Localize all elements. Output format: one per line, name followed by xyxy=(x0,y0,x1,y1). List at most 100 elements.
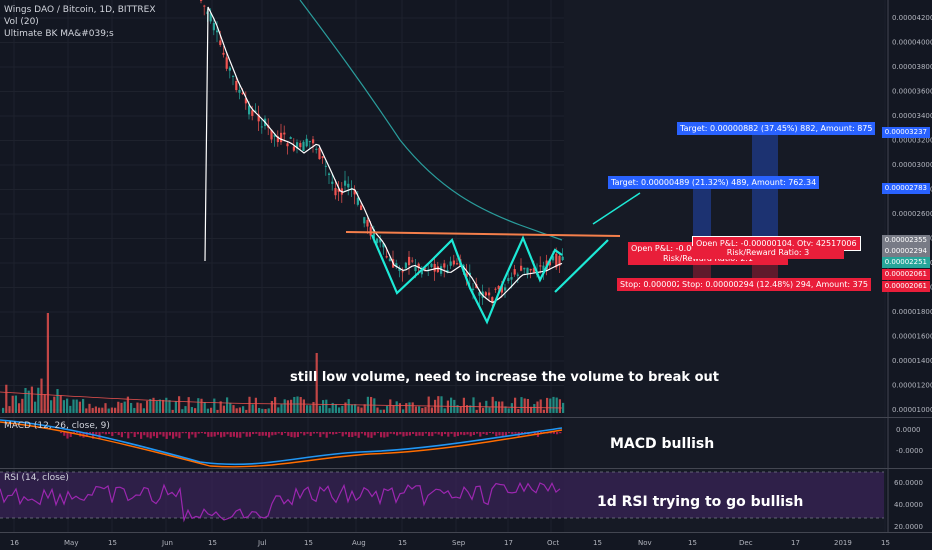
pane-separator-rsi[interactable] xyxy=(0,468,932,469)
volume-bar xyxy=(306,405,309,413)
macd-histogram-bar xyxy=(159,432,162,435)
macd-histogram-bar xyxy=(412,432,415,434)
volume-bar xyxy=(414,406,417,413)
macd-histogram-bar xyxy=(453,432,456,437)
main-legend[interactable]: Wings DAO / Bitcoin, 1D, BITTREX Vol (20… xyxy=(4,4,156,40)
volume-bar xyxy=(437,396,440,413)
candle-body xyxy=(420,269,423,275)
rsi-tick-label: 20.0000 xyxy=(894,523,923,531)
macd-histogram-bar xyxy=(498,432,501,436)
pattern-zigzag xyxy=(370,234,563,325)
risk-reward-2-label[interactable]: Risk/Reward Ratio: 3 xyxy=(692,246,844,259)
volume-bar xyxy=(27,390,30,413)
volume-bar xyxy=(98,407,101,413)
target-1-label[interactable]: Target: 0.00000489 (21.32%) 489, Amount:… xyxy=(608,176,820,189)
volume-bar xyxy=(2,407,5,413)
candle-body xyxy=(379,239,382,243)
time-tick-label: 17 xyxy=(791,539,800,547)
candle-body xyxy=(456,263,459,265)
macd-legend[interactable]: MACD (12, 26, close, 9) xyxy=(4,421,110,431)
macd-histogram-bar xyxy=(344,432,347,435)
candle-body xyxy=(513,269,516,275)
rsi-tick-label: 40.0000 xyxy=(894,501,923,509)
candle-body xyxy=(270,129,273,140)
volume-bar xyxy=(251,404,254,413)
candle-body xyxy=(228,67,231,71)
volume-bar xyxy=(514,397,517,413)
volume-bar xyxy=(318,405,321,413)
open-pl-1-label[interactable]: Open P&L: -0.00 xyxy=(628,242,698,255)
candle-body xyxy=(504,287,507,291)
volume-bar xyxy=(331,402,334,413)
volume-bar xyxy=(152,397,155,413)
candle-body xyxy=(516,274,519,276)
axis-label-target-1: 0.00002783 xyxy=(881,183,930,194)
volume-legend: Vol (20) xyxy=(4,17,39,27)
volume-bar xyxy=(488,407,491,413)
macd-histogram-bar xyxy=(133,432,136,438)
macd-histogram-bar xyxy=(111,432,114,437)
time-tick-label: Sep xyxy=(452,539,466,547)
volume-bar xyxy=(504,406,507,413)
macd-histogram-bar xyxy=(114,432,117,434)
symbol-title: Wings DAO / Bitcoin, 1D, BITTREX xyxy=(4,5,156,15)
volume-bar xyxy=(338,407,341,413)
price-tick-label: 0.00004200 xyxy=(892,14,932,22)
macd-histogram-bar xyxy=(367,432,370,438)
candle-body xyxy=(209,13,212,22)
macd-histogram-bar xyxy=(204,432,207,434)
macd-histogram-bar xyxy=(95,432,98,435)
macd-histogram-bar xyxy=(127,432,130,439)
macd-histogram-bar xyxy=(136,432,139,435)
volume-bar xyxy=(549,398,552,413)
volume-bar xyxy=(104,403,107,413)
volume-bar xyxy=(5,384,8,413)
volume-bar xyxy=(334,404,337,413)
candle-body xyxy=(324,165,327,167)
stop-2-label[interactable]: Stop: 0.00000294 (12.48%) 294, Amount: 3… xyxy=(679,278,871,291)
stop-1-label[interactable]: Stop: 0.0000023 xyxy=(617,278,681,291)
candle-body xyxy=(468,272,471,276)
macd-histogram-bar xyxy=(524,432,527,434)
macd-histogram-bar xyxy=(88,432,91,435)
candle-body xyxy=(414,266,417,272)
candle-body xyxy=(452,260,455,265)
macd-histogram-bar xyxy=(152,432,155,437)
volume-bar xyxy=(526,398,529,413)
candle-body xyxy=(289,137,292,139)
candle-body xyxy=(417,263,420,268)
volume-bar xyxy=(18,403,21,413)
macd-histogram-bar xyxy=(440,432,443,437)
candle-body xyxy=(433,263,436,272)
volume-bar xyxy=(200,398,203,413)
macd-histogram-bar xyxy=(396,432,399,436)
candle-body xyxy=(363,217,366,224)
macd-histogram-bar xyxy=(373,432,376,436)
macd-histogram-bar xyxy=(492,432,495,434)
volume-bar xyxy=(341,405,344,413)
macd-histogram-bar xyxy=(370,432,373,438)
volume-bar xyxy=(139,403,142,413)
volume-bar xyxy=(162,399,165,413)
candle-body xyxy=(372,229,375,239)
macd-histogram-bar xyxy=(466,432,469,435)
volume-bar xyxy=(382,409,385,413)
macd-histogram-bar xyxy=(376,432,379,434)
volume-bar xyxy=(555,397,558,413)
macd-histogram-bar xyxy=(140,432,143,439)
macd-histogram-bar xyxy=(104,432,107,435)
macd-histogram-bar xyxy=(316,432,319,434)
target-2-label[interactable]: Target: 0.00000882 (37.45%) 882, Amount:… xyxy=(677,122,876,135)
macd-histogram-bar xyxy=(194,432,197,438)
volume-bar xyxy=(309,405,312,413)
macd-histogram-bar xyxy=(242,432,245,434)
volume-bar xyxy=(245,409,248,413)
volume-bar xyxy=(507,408,510,413)
rsi-legend[interactable]: RSI (14, close) xyxy=(4,473,69,483)
volume-bar xyxy=(270,401,273,413)
pane-separator-macd[interactable] xyxy=(0,417,932,418)
candle-body xyxy=(491,297,494,303)
price-tick-label: 0.00001200 xyxy=(892,382,932,390)
